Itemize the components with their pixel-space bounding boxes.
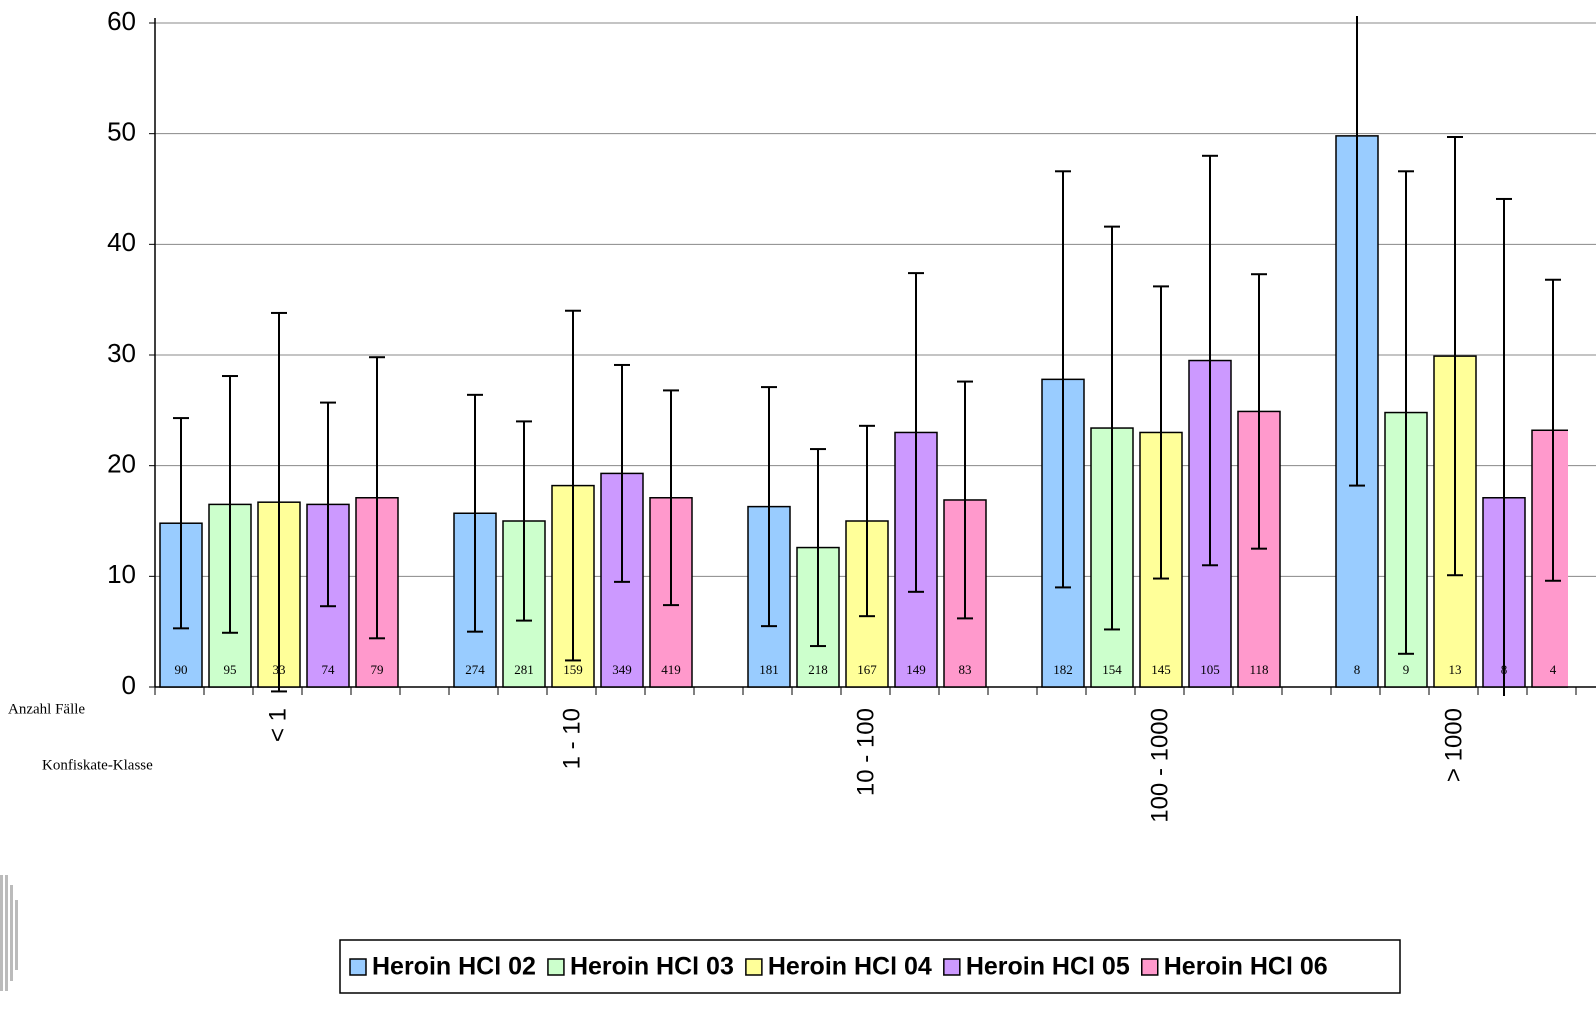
count-label: 33 — [273, 662, 286, 677]
legend-swatch — [349, 958, 367, 976]
count-label: 281 — [514, 662, 534, 677]
count-label: 181 — [759, 662, 779, 677]
count-label: 349 — [612, 662, 632, 677]
x-tick-label: 100 - 1000 — [1146, 708, 1173, 823]
error-bar — [1447, 135, 1463, 577]
count-label: 8 — [1501, 662, 1508, 677]
y-tick-label: 30 — [107, 338, 136, 368]
x-tick-label: > 1000 — [1440, 708, 1467, 782]
plot: 90 95 33 74 79 274 281 159 349 419 181 218 167 149 83 1… — [159, 16, 1568, 696]
count-label: 8 — [1354, 662, 1361, 677]
error-bar — [271, 311, 287, 693]
legend-label: Heroin HCl 05 — [966, 953, 1130, 981]
x-tick-label: < 1 — [264, 708, 291, 742]
error-bar — [320, 401, 336, 608]
error-bar — [1398, 170, 1414, 655]
count-row-label: Anzahl Fälle — [8, 701, 85, 717]
error-bar — [810, 448, 826, 648]
count-label: 90 — [175, 662, 188, 677]
logo — [0, 875, 18, 991]
legend-swatch — [547, 958, 565, 976]
count-label: 159 — [563, 662, 583, 677]
error-bar — [761, 386, 777, 628]
count-label: 167 — [857, 662, 877, 677]
count-label: 4 — [1550, 662, 1557, 677]
legend-swatch — [943, 958, 961, 976]
count-label: 149 — [906, 662, 926, 677]
count-label: 74 — [322, 662, 336, 677]
error-bar — [663, 389, 679, 607]
count-label: 95 — [224, 662, 237, 677]
y-tick-label: 0 — [122, 670, 136, 700]
legend-label: Heroin HCl 02 — [372, 953, 536, 981]
y-tick-label: 40 — [107, 227, 136, 257]
error-bar — [516, 420, 532, 622]
error-bar — [1153, 285, 1169, 580]
error-bar — [1251, 273, 1267, 550]
error-bar — [1104, 225, 1120, 631]
count-label: 79 — [371, 662, 384, 677]
count-label: 83 — [959, 662, 972, 677]
count-label: 118 — [1249, 662, 1268, 677]
legend-swatch — [745, 958, 763, 976]
error-bar — [222, 375, 238, 634]
error-bar — [173, 417, 189, 630]
error-bar — [369, 356, 385, 640]
legend-swatch — [1141, 958, 1159, 976]
count-label: 154 — [1102, 662, 1122, 677]
legend-label: Heroin HCl 04 — [768, 953, 932, 981]
error-bar — [1349, 16, 1365, 487]
x-tick-label: 10 - 100 — [852, 708, 879, 796]
count-label: 274 — [465, 662, 485, 677]
error-bar — [908, 272, 924, 593]
error-bar — [1055, 170, 1071, 589]
y-tick-label: 20 — [107, 449, 136, 479]
error-bar — [565, 309, 581, 662]
error-bar — [957, 380, 973, 620]
y-tick-label: 50 — [107, 117, 136, 147]
error-bar — [1545, 278, 1561, 582]
error-bar — [1202, 154, 1218, 567]
count-label: 145 — [1151, 662, 1171, 677]
count-label: 9 — [1403, 662, 1410, 677]
error-bar — [467, 393, 483, 633]
y-tick-label: 60 — [107, 6, 136, 36]
legend-label: Heroin HCl 06 — [1164, 953, 1328, 981]
y-tick-label: 10 — [107, 559, 136, 589]
legend-label: Heroin HCl 03 — [570, 953, 734, 981]
error-bar — [1496, 197, 1512, 696]
count-label: 419 — [661, 662, 681, 677]
count-label: 105 — [1200, 662, 1220, 677]
error-bar — [859, 424, 875, 618]
x-tick-label: 1 - 10 — [558, 708, 585, 769]
count-label: 218 — [808, 662, 828, 677]
count-label: 13 — [1449, 662, 1462, 677]
category-axis-label: Konfiskate-Klasse — [42, 757, 153, 773]
error-bar — [614, 363, 630, 583]
count-label: 182 — [1053, 662, 1073, 677]
legend — [339, 939, 1401, 994]
